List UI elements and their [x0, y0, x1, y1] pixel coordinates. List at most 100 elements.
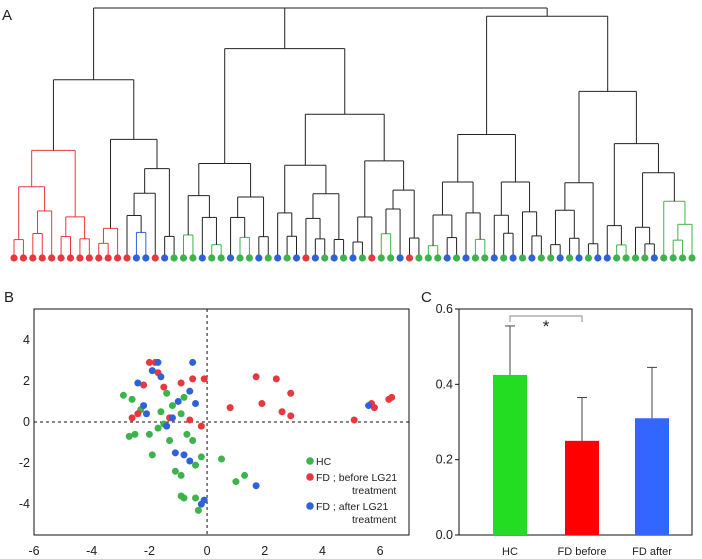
dendrogram-leaf-dot: [415, 254, 423, 262]
scatter-point: [163, 389, 171, 397]
dendrogram-leaf-dot: [452, 254, 461, 262]
bar: [565, 440, 599, 535]
legend-label: HC: [316, 456, 332, 468]
dendrogram-leaf-dot: [387, 254, 395, 262]
significance-bracket: [509, 315, 583, 322]
scatter-point: [226, 404, 234, 412]
scatter-point: [134, 379, 142, 387]
scatter-point: [177, 379, 185, 387]
dendrogram-leaf-dot: [151, 254, 159, 262]
dendrogram-leaf-dot: [424, 254, 432, 262]
scatter-point: [143, 410, 150, 418]
y-tick-label: -4: [19, 497, 30, 511]
scatter-point: [189, 375, 197, 383]
scatter-axes: -6 -4 -2 0 2 4 6 -4 -2 0 2 4: [19, 309, 409, 558]
legend-label: FD ; after LG21: [316, 501, 389, 513]
dendrogram-leaf-dot: [245, 254, 254, 262]
scatter-point: [186, 387, 194, 395]
category-label: FD before: [558, 546, 607, 558]
dendrogram-leaf-dot: [490, 254, 498, 262]
scatter-point: [252, 373, 260, 381]
x-tick-label: -2: [144, 544, 155, 558]
dendrogram-leaf-dot: [688, 254, 696, 262]
scatter-point: [128, 395, 136, 403]
y-tick-label: 4: [23, 333, 30, 347]
scatter-point: [168, 402, 176, 410]
legend-label: treatment: [352, 514, 396, 526]
dendrogram-leaf-dot: [622, 254, 630, 262]
scatter-point: [174, 397, 182, 405]
scatter-point: [171, 467, 179, 475]
dendrogram-leaf-dot: [368, 254, 376, 262]
scatter-point: [140, 381, 148, 389]
scatter-point: [148, 451, 156, 459]
dendrogram-leaf-dot: [547, 254, 555, 262]
dendrogram-leaf-dot: [255, 254, 263, 262]
dendrogram-leaf-dot: [132, 254, 141, 262]
dendrogram-leaf-dot: [358, 254, 367, 262]
scatter-point: [145, 358, 153, 366]
dendrogram-leaf-dot: [208, 254, 216, 262]
dendrogram-leaf-dot: [123, 254, 131, 262]
scatter-point: [258, 400, 266, 408]
dendrogram-leaf-dot: [575, 254, 583, 262]
dendrogram-leaf-dot: [330, 254, 338, 262]
dendrogram-leaf-dot: [321, 254, 329, 262]
scatter-point: [183, 430, 191, 438]
scatter-point: [154, 424, 162, 432]
scatter-point: [192, 461, 200, 469]
dendrogram-leaf-dot: [170, 254, 178, 262]
scatter-point: [197, 453, 205, 461]
scatter-point: [365, 402, 373, 410]
bar: [493, 374, 527, 535]
dendrogram-leaf-dot: [349, 254, 357, 262]
scatter-point: [252, 482, 260, 490]
dendrogram-leaf-dot: [396, 254, 404, 262]
scatter-point: [350, 416, 358, 424]
scatter-point: [200, 375, 208, 383]
dendrogram-leaf-dot: [226, 254, 235, 262]
dendrogram-leaf-dot: [471, 254, 480, 262]
bar-chart: 0.0 0.2 0.4 0.6 HC FD before FD after *: [436, 302, 693, 558]
scatter-point: [241, 471, 249, 479]
legend-marker: [306, 457, 314, 465]
dendrogram-leaf-dot: [678, 254, 687, 262]
significance-star: *: [543, 317, 550, 336]
scatter-point: [278, 408, 286, 416]
dendrogram-leaf-dot: [641, 254, 649, 262]
scatter-point: [287, 389, 295, 397]
scatter-points: [119, 358, 396, 514]
y-tick-label: 0.0: [436, 528, 453, 542]
scatter-point: [197, 422, 205, 430]
scatter-point: [370, 404, 378, 412]
scatter-point: [177, 471, 185, 479]
dendrogram-leaf-dot: [377, 254, 385, 262]
y-tick-label: 2: [23, 374, 30, 388]
dendrogram-leaf-dot: [311, 254, 319, 262]
dendrogram-leaf-dot: [462, 254, 470, 262]
dendrogram-leaf-dot: [669, 254, 677, 262]
scatter-point: [232, 478, 240, 486]
dendrogram-leaf-dot: [302, 254, 310, 262]
dendrogram-leaf-dot: [76, 254, 84, 262]
scatter-point: [134, 410, 142, 418]
dendrogram-leaf-dot: [283, 254, 291, 262]
dendrogram-leaf-dot: [339, 254, 348, 262]
y-tick-label: 0.2: [436, 453, 453, 467]
dendrogram: [10, 7, 696, 262]
dendrogram-leaf-dot: [217, 254, 225, 262]
scatter-point: [168, 414, 176, 422]
scatter-point: [119, 391, 127, 399]
y-tick-label: 0.4: [436, 377, 453, 391]
dendrogram-leaf-dot: [292, 254, 301, 262]
panel-c-label: C: [421, 289, 432, 306]
category-label: FD after: [632, 546, 672, 558]
scatter-point: [180, 494, 188, 502]
dendrogram-leaf-dot: [518, 254, 527, 262]
dendrogram-leaf-dot: [556, 254, 564, 262]
scatter-point: [160, 383, 168, 391]
dendrogram-leaf-dot: [434, 254, 442, 262]
dendrogram-leaf-dot: [113, 254, 122, 262]
y-tick-label: 0: [23, 415, 30, 429]
